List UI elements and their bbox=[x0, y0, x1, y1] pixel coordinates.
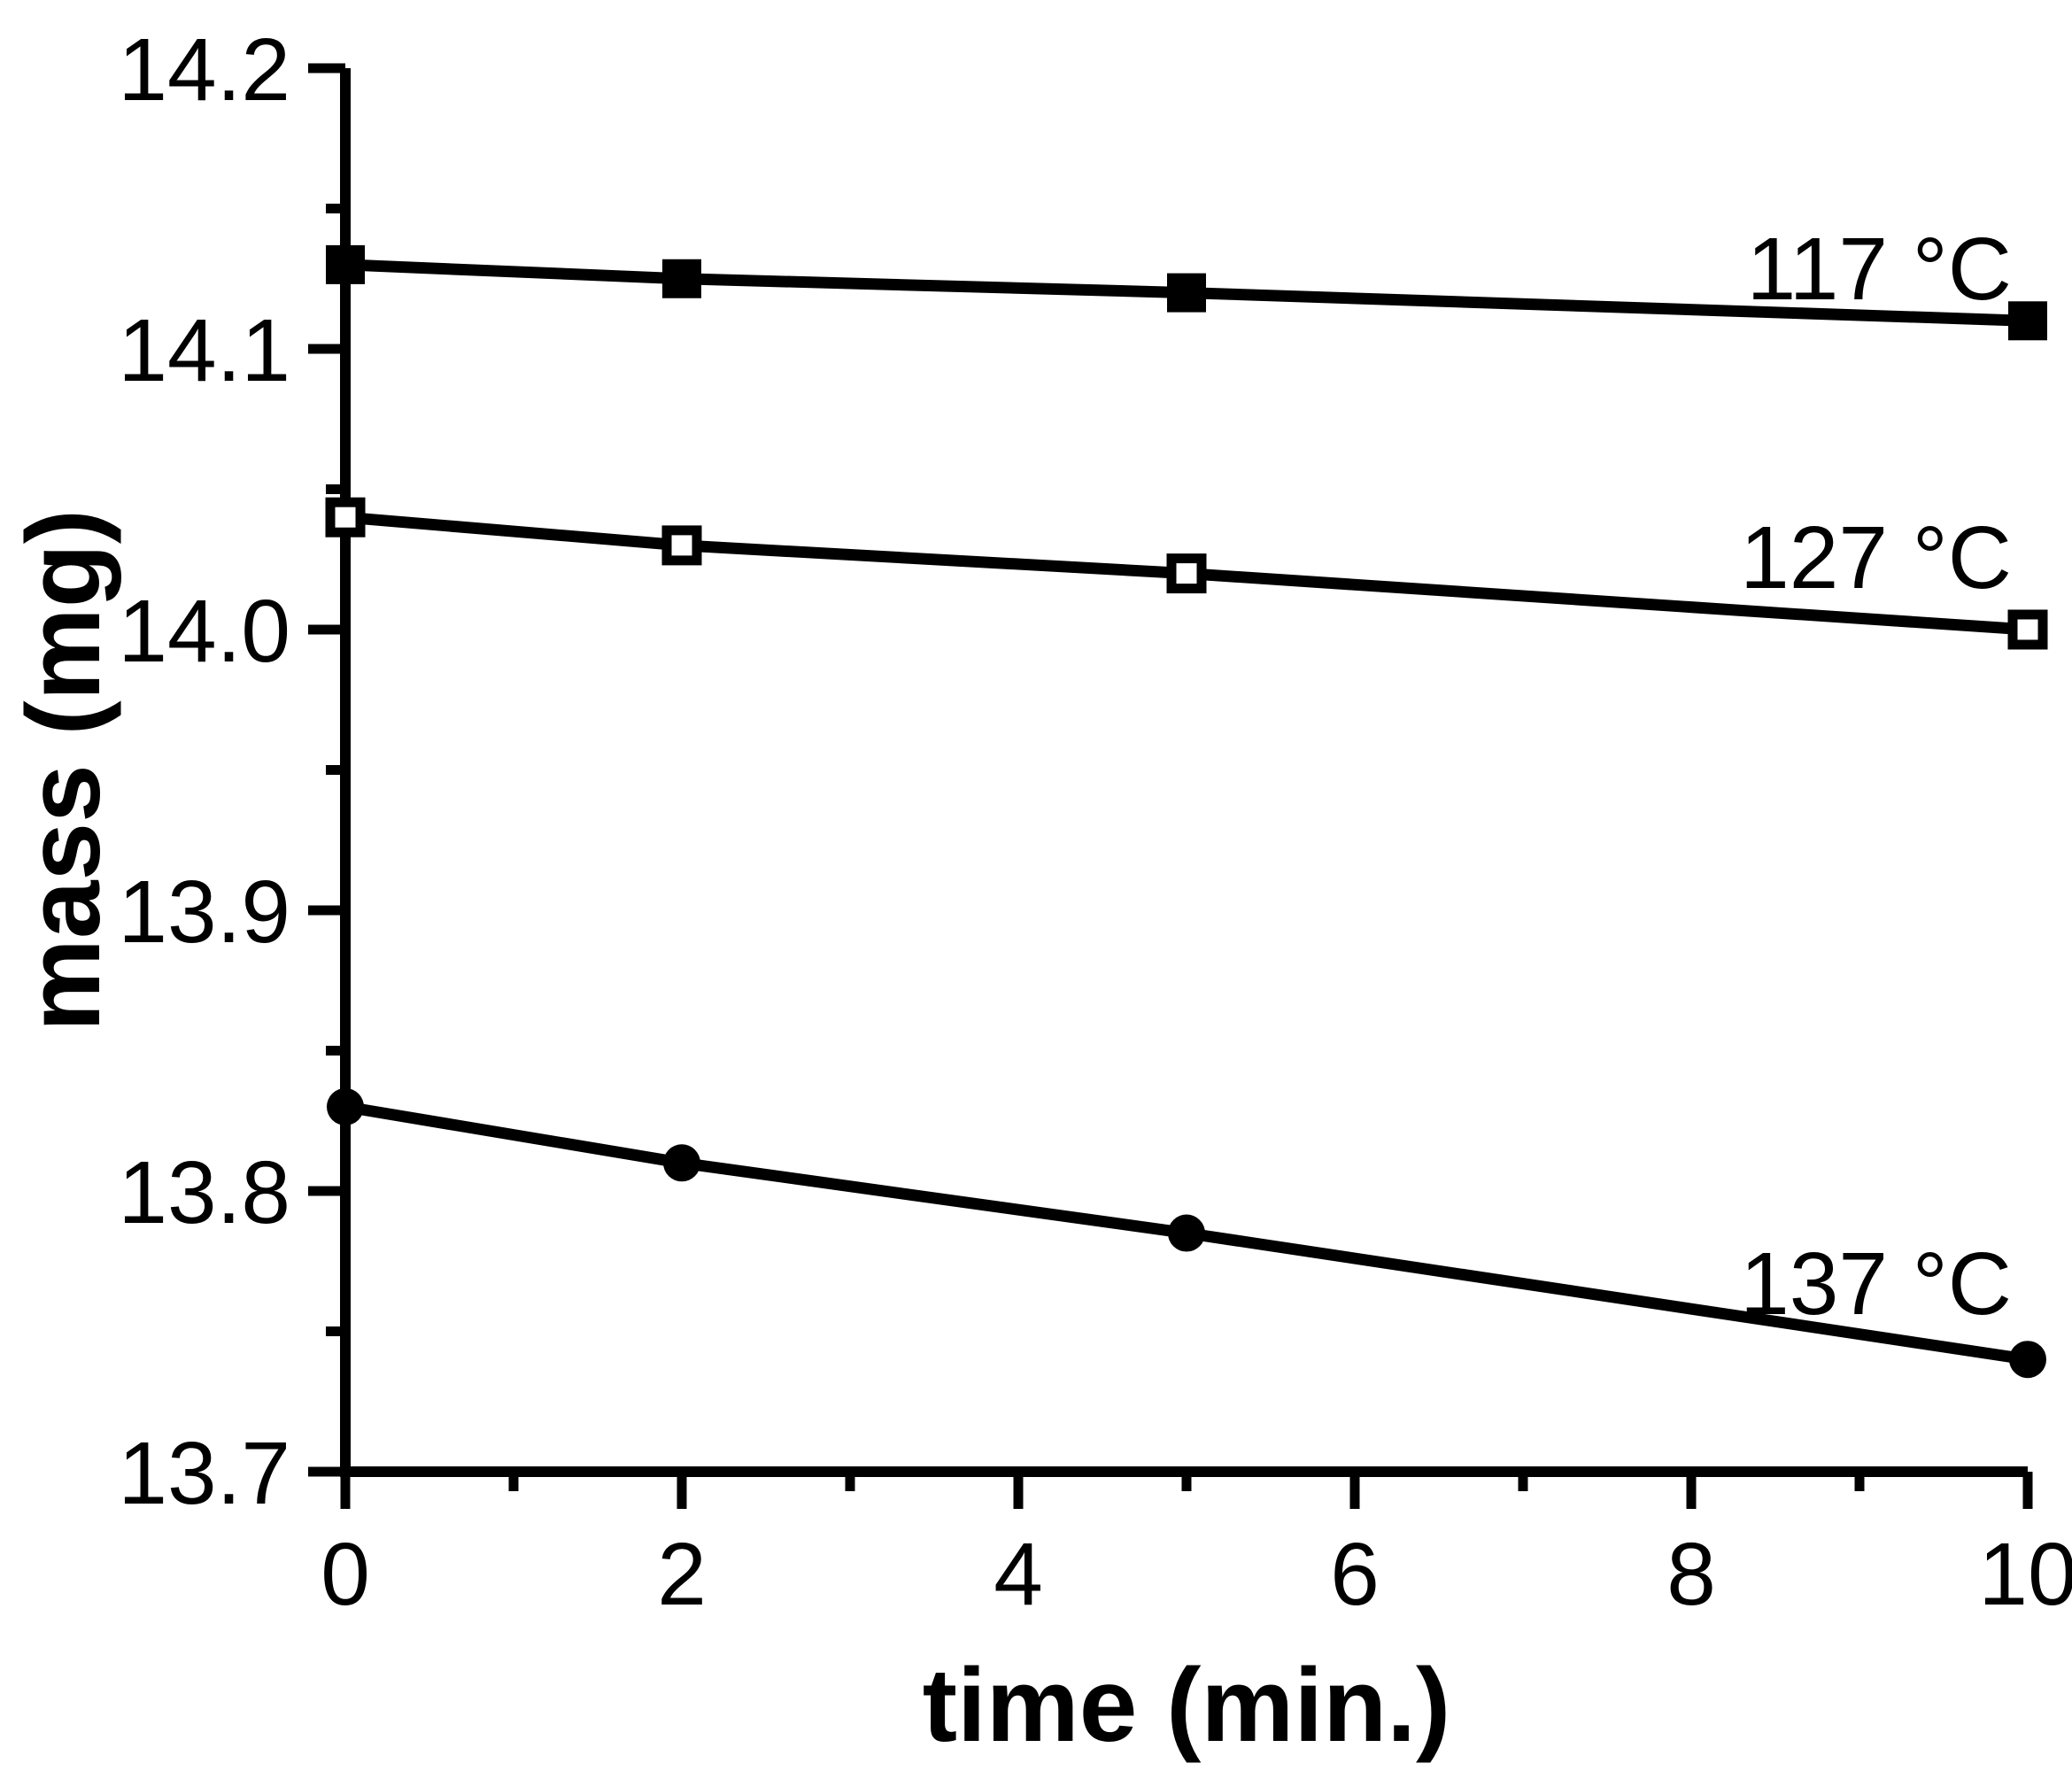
series-label-137c: 137 °C bbox=[1740, 1234, 2012, 1334]
y-tick-label: 14.0 bbox=[118, 582, 290, 681]
x-tick-label: 2 bbox=[657, 1525, 707, 1624]
y-tick-label: 13.8 bbox=[118, 1143, 290, 1242]
x-tick-label: 8 bbox=[1666, 1525, 1716, 1624]
marker-filled-circle bbox=[2009, 1341, 2046, 1379]
marker-filled-square bbox=[1167, 273, 1206, 313]
marker-open-square bbox=[661, 525, 702, 566]
x-tick-label: 0 bbox=[321, 1525, 370, 1624]
y-tick-label: 14.1 bbox=[118, 301, 290, 400]
series-line-137c bbox=[344, 1101, 2029, 1365]
series-line-117c bbox=[344, 259, 2029, 327]
x-tick-label: 10 bbox=[1978, 1525, 2072, 1624]
series-line-127c bbox=[344, 511, 2029, 636]
marker-open-square bbox=[1166, 553, 1207, 594]
y-tick-label: 14.2 bbox=[118, 20, 290, 120]
x-tick-label: 4 bbox=[993, 1525, 1043, 1624]
marker-filled-square bbox=[2008, 301, 2047, 341]
y-tick-label: 13.7 bbox=[118, 1424, 290, 1523]
marker-open-square bbox=[2007, 609, 2048, 650]
series-label-127c: 127 °C bbox=[1740, 508, 2012, 607]
marker-filled-circle bbox=[663, 1144, 700, 1182]
y-axis-title: mass (mg) bbox=[5, 508, 122, 1032]
marker-filled-square bbox=[662, 259, 701, 298]
y-tick-label: 13.9 bbox=[118, 862, 290, 962]
marker-open-square bbox=[325, 497, 366, 537]
x-axis-title: time (min.) bbox=[922, 1647, 1451, 1764]
marker-filled-circle bbox=[327, 1087, 364, 1125]
marker-filled-square bbox=[326, 244, 365, 284]
series-label-117c: 117 °C bbox=[1747, 220, 2012, 319]
marker-filled-circle bbox=[1168, 1214, 1205, 1252]
x-tick-label: 6 bbox=[1330, 1525, 1380, 1624]
